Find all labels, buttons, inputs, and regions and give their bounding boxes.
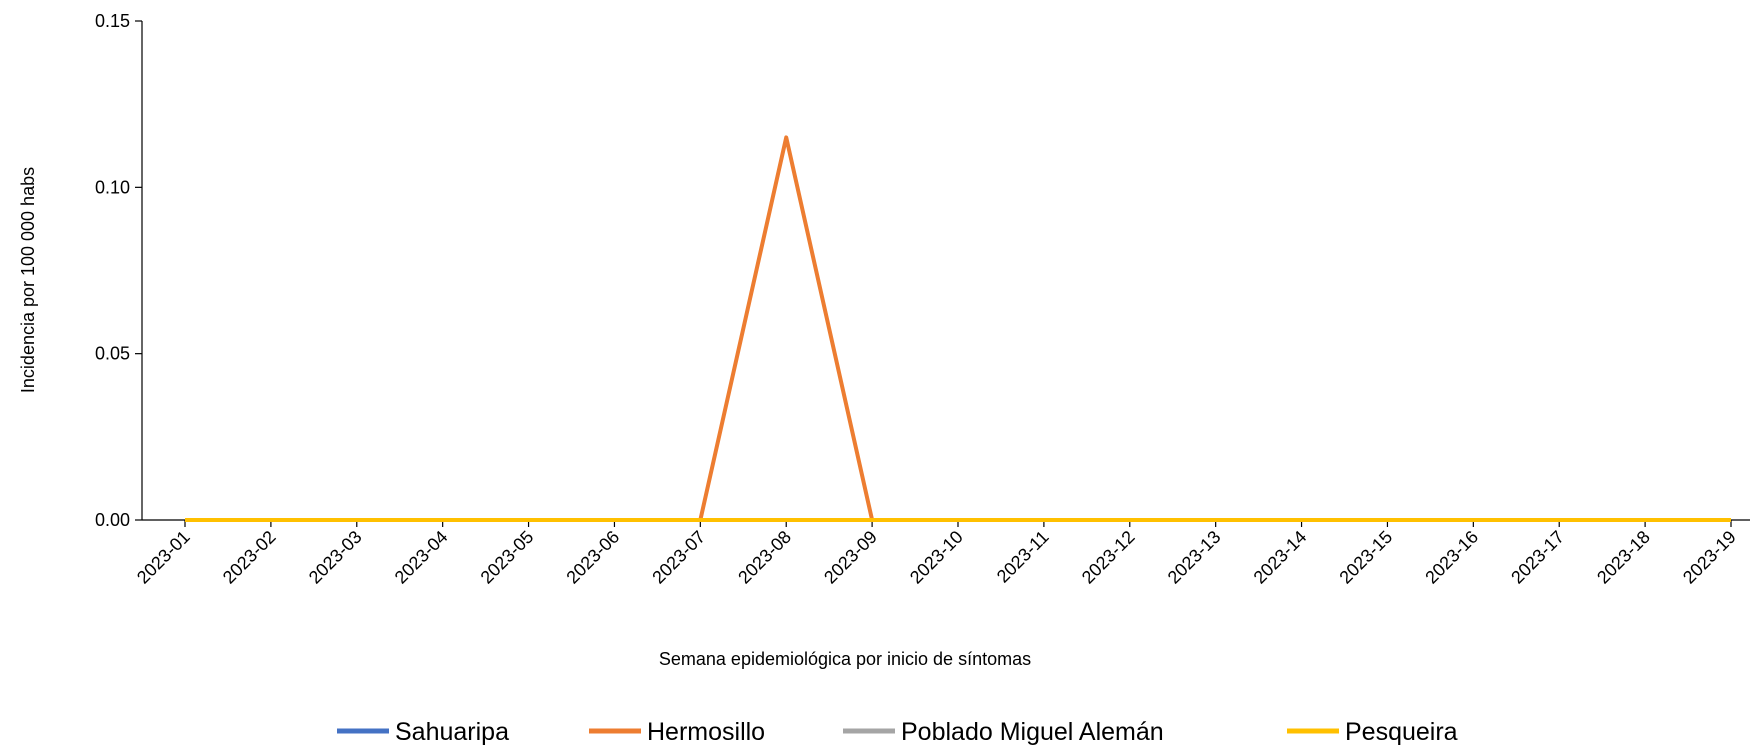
x-tick-label: 2023-03 bbox=[305, 527, 366, 588]
y-axis-label: Incidencia por 100 000 habs bbox=[18, 167, 38, 393]
legend-label: Poblado Miguel Alemán bbox=[901, 718, 1164, 745]
x-tick-label: 2023-02 bbox=[219, 527, 280, 588]
x-tick-label: 2023-14 bbox=[1250, 527, 1311, 588]
x-tick-label: 2023-11 bbox=[993, 527, 1053, 587]
x-tick-label: 2023-19 bbox=[1679, 527, 1740, 588]
x-tick-label: 2023-01 bbox=[133, 527, 194, 588]
x-tick-label: 2023-18 bbox=[1593, 527, 1654, 588]
x-tick-label: 2023-10 bbox=[906, 527, 967, 588]
x-tick-label: 2023-16 bbox=[1421, 527, 1482, 588]
legend-label: Sahuaripa bbox=[395, 718, 509, 745]
x-tick-label: 2023-07 bbox=[648, 527, 709, 588]
x-tick-label: 2023-12 bbox=[1078, 527, 1139, 588]
x-tick-label: 2023-06 bbox=[562, 527, 623, 588]
series-line bbox=[185, 135, 1731, 522]
y-tick-label: 0.15 bbox=[95, 11, 130, 31]
y-tick-label: 0.10 bbox=[95, 177, 130, 197]
x-tick-label: 2023-05 bbox=[477, 527, 538, 588]
legend-label: Pesqueira bbox=[1345, 718, 1458, 745]
x-tick-label: 2023-08 bbox=[734, 527, 795, 588]
y-tick-label: 0.05 bbox=[95, 344, 130, 364]
legend-label: Hermosillo bbox=[647, 718, 765, 745]
x-tick-label: 2023-15 bbox=[1335, 527, 1396, 588]
x-tick-label: 2023-17 bbox=[1507, 527, 1568, 588]
x-tick-label: 2023-09 bbox=[820, 527, 881, 588]
y-tick-label: 0.00 bbox=[95, 510, 130, 530]
x-tick-label: 2023-04 bbox=[391, 527, 452, 588]
x-axis-label: Semana epidemiológica por inicio de sínt… bbox=[659, 649, 1031, 669]
x-tick-label: 2023-13 bbox=[1164, 527, 1225, 588]
